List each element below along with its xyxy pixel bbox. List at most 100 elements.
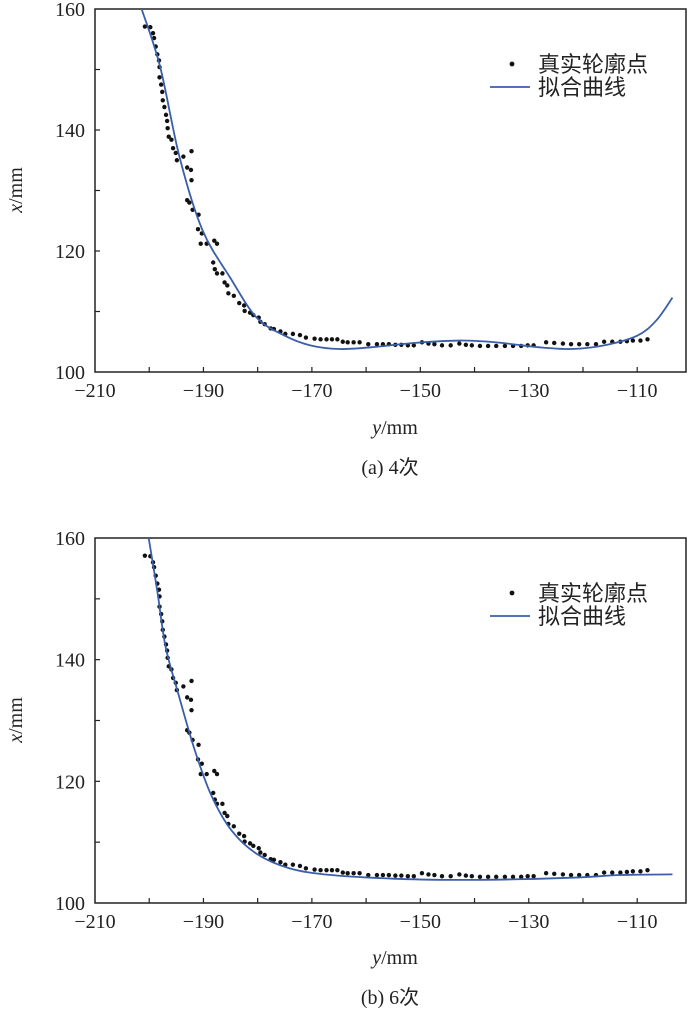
- x-tick-label: −190: [183, 911, 224, 933]
- data-point: [174, 158, 180, 163]
- y-tick-label: 120: [55, 241, 85, 263]
- x-axis-label-var: y: [370, 947, 381, 969]
- data-point: [262, 852, 267, 858]
- data-point: [324, 867, 329, 873]
- chart-panel-a: (a) 4次 −210 −190 −170 −150 −130 −110 100 120 140…: [5, 0, 687, 479]
- x-tick-label: −110: [617, 911, 658, 933]
- data-point: [585, 341, 590, 347]
- data-point: [212, 238, 217, 243]
- data-point: [173, 150, 178, 156]
- y-axis-label-unit: /mm: [5, 167, 27, 204]
- data-point: [638, 338, 643, 343]
- data-point: [576, 341, 582, 347]
- fit-curve-line: [140, 9, 674, 350]
- y-tick-label: 140: [55, 650, 85, 672]
- y-tick-label: 100: [55, 893, 85, 915]
- data-point: [340, 870, 345, 875]
- data-point: [448, 343, 453, 348]
- data-point: [630, 869, 636, 874]
- data-point: [357, 340, 362, 345]
- x-tick-label: −190: [183, 380, 224, 402]
- chart-caption: (b) 6次: [361, 986, 419, 1009]
- data-point: [195, 227, 201, 232]
- data-point: [485, 343, 491, 349]
- data-point: [170, 145, 176, 151]
- data-point: [241, 303, 247, 308]
- data-point: [188, 697, 194, 703]
- data-point: [303, 866, 309, 871]
- data-point: [568, 341, 574, 347]
- data-point: [142, 24, 148, 29]
- data-point: [357, 870, 362, 876]
- data-point: [335, 337, 340, 342]
- data-point: [630, 338, 636, 343]
- x-tick-label: −170: [291, 911, 332, 933]
- data-point: [187, 200, 192, 205]
- data-point: [220, 271, 225, 276]
- data-point: [278, 860, 283, 865]
- data-point: [290, 862, 296, 867]
- data-point: [214, 241, 220, 246]
- data-point: [518, 874, 524, 880]
- chart-caption: (a) 4次: [361, 456, 418, 479]
- data-point: [624, 869, 630, 875]
- data-point: [560, 872, 566, 877]
- y-tick-label: 160: [55, 528, 85, 550]
- data-point: [386, 872, 392, 878]
- data-point: [448, 874, 453, 879]
- data-point: [568, 872, 574, 878]
- data-point: [198, 241, 203, 246]
- x-axis-label-unit: /mm: [381, 947, 418, 969]
- data-point: [222, 810, 227, 816]
- data-point: [318, 867, 323, 873]
- data-point: [477, 874, 483, 880]
- data-point: [303, 335, 309, 340]
- x-axis-label: y/mm: [370, 417, 418, 439]
- data-point: [158, 82, 164, 87]
- data-point: [181, 154, 186, 159]
- data-point: [439, 874, 445, 879]
- data-point: [457, 341, 462, 346]
- data-point: [329, 867, 335, 873]
- data-point: [351, 340, 356, 345]
- data-point: [142, 553, 148, 558]
- data-point: [645, 337, 650, 342]
- data-point: [157, 75, 162, 80]
- x-axis-label: y/mm: [370, 947, 418, 969]
- x-tick-label: −130: [508, 380, 549, 402]
- x-axis-label-var: y: [370, 417, 381, 439]
- data-point: [211, 790, 216, 796]
- data-point: [226, 291, 231, 296]
- data-point: [251, 843, 256, 849]
- data-point: [439, 343, 445, 348]
- data-point: [184, 695, 190, 700]
- data-point: [463, 873, 469, 878]
- legend-label-curve: 拟合曲线: [538, 605, 626, 630]
- data-point: [638, 869, 643, 874]
- data-point: [166, 134, 171, 139]
- data-point: [237, 831, 242, 836]
- data-point: [340, 339, 345, 344]
- data-point: [188, 167, 194, 173]
- data-point: [324, 337, 329, 342]
- legend-label-points: 真实轮廓点: [538, 53, 648, 78]
- x-tick-label: −130: [508, 911, 549, 933]
- data-point: [151, 35, 157, 41]
- data-point: [502, 874, 508, 880]
- x-tick-label: −150: [400, 380, 441, 402]
- x-axis-label-unit: /mm: [381, 417, 418, 439]
- data-point: [405, 874, 411, 879]
- data-point: [502, 343, 508, 349]
- data-point: [432, 341, 437, 347]
- legend-marker-points: [509, 590, 515, 596]
- data-point: [297, 332, 303, 338]
- data-point: [169, 137, 174, 142]
- data-point: [335, 867, 340, 873]
- data-point: [345, 870, 350, 876]
- data-point: [312, 867, 317, 872]
- data-point: [576, 872, 582, 878]
- y-tick-label: 140: [55, 120, 85, 142]
- data-point: [457, 872, 462, 877]
- data-point: [290, 331, 296, 337]
- data-point: [204, 771, 209, 777]
